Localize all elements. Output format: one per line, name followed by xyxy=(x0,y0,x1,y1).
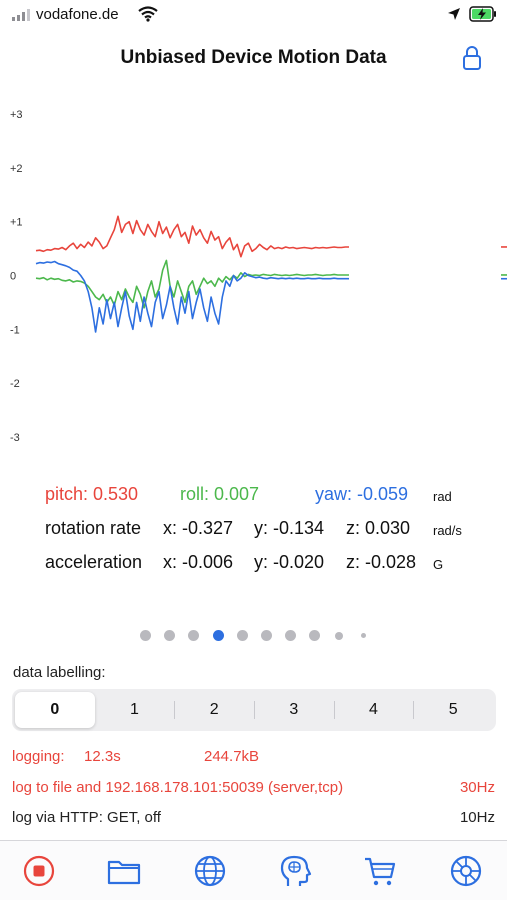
log-http-rate: 10Hz xyxy=(459,809,495,826)
record-stop-icon xyxy=(23,855,55,887)
tab-ml[interactable] xyxy=(277,853,313,889)
page-dot[interactable] xyxy=(164,630,176,641)
motion-line-chart: +3 +2 +1 0 -1 -2 -3 xyxy=(10,109,507,444)
acceleration-z: z: -0.028 xyxy=(346,552,417,572)
folder-icon xyxy=(107,860,141,885)
head-brain-icon xyxy=(280,855,312,886)
y-tick-label: 0 xyxy=(10,271,16,283)
acceleration-label: acceleration xyxy=(45,552,143,572)
tab-store[interactable] xyxy=(362,853,398,889)
rotation-x: x: -0.327 xyxy=(163,518,234,538)
carrier-name: vodafone.de xyxy=(36,6,119,23)
segment-1[interactable]: 1 xyxy=(130,701,139,718)
rotation-unit: rad/s xyxy=(433,523,462,538)
segment-2[interactable]: 2 xyxy=(209,701,219,718)
data-labelling-title: data labelling: xyxy=(13,664,106,681)
page-title: Unbiased Device Motion Data xyxy=(120,47,387,68)
settings-gear-icon xyxy=(450,855,482,887)
tab-web[interactable] xyxy=(192,853,228,889)
tab-settings[interactable] xyxy=(448,853,484,889)
cart-icon xyxy=(365,857,396,886)
page-dot[interactable] xyxy=(285,630,297,641)
series-line-roll xyxy=(35,259,349,309)
y-tick-label: +1 xyxy=(10,217,23,229)
page-dot[interactable] xyxy=(261,630,272,641)
yaw-value: yaw: -0.059 xyxy=(315,484,409,504)
segment-divider xyxy=(254,701,255,719)
y-tick-label: +2 xyxy=(10,163,23,175)
segment-divider xyxy=(174,701,176,719)
log-http-status: log via HTTP: GET, off xyxy=(12,809,161,826)
y-tick-label: +3 xyxy=(10,109,23,121)
page-dot[interactable] xyxy=(236,630,248,641)
rotation-y: y: -0.134 xyxy=(254,518,325,538)
y-tick-label: -2 xyxy=(10,378,20,390)
segment-divider xyxy=(333,701,335,719)
lock-icon[interactable] xyxy=(461,45,483,71)
tab-files[interactable] xyxy=(106,853,142,889)
pitch-value: pitch: 0.530 xyxy=(45,484,139,504)
page-dot-active[interactable] xyxy=(212,630,224,641)
y-tick-label: -1 xyxy=(10,324,20,336)
segment-5[interactable]: 5 xyxy=(448,701,458,718)
battery-charging-icon xyxy=(469,6,496,22)
segment-divider xyxy=(413,701,415,719)
segment-3[interactable]: 3 xyxy=(289,701,299,718)
page-dot[interactable] xyxy=(140,630,151,641)
page-dot[interactable] xyxy=(188,630,200,641)
acceleration-x: x: -0.006 xyxy=(163,552,234,572)
status-bar: vodafone.de xyxy=(0,0,507,34)
log-target-rate: 30Hz xyxy=(459,779,495,796)
acceleration-y: y: -0.020 xyxy=(254,552,325,572)
page-dot[interactable] xyxy=(309,630,321,641)
wifi-icon xyxy=(138,6,158,22)
logging-time-label: logging: xyxy=(12,748,65,765)
segment-4[interactable]: 4 xyxy=(369,701,378,718)
tab-record[interactable] xyxy=(21,853,57,889)
globe-icon xyxy=(194,855,226,887)
page-dot[interactable] xyxy=(360,633,366,638)
y-tick-label: -3 xyxy=(10,432,20,444)
series-line-pitch xyxy=(35,215,349,258)
tab-bar xyxy=(0,840,507,900)
attitude-unit: rad xyxy=(433,489,452,504)
log-target: log to file and 192.168.178.101:50039 (s… xyxy=(12,779,344,796)
data-labelling-segmented-control[interactable]: 0 1 2 3 4 5 xyxy=(12,689,496,731)
cellular-signal-icon xyxy=(12,9,30,21)
page-control[interactable] xyxy=(0,628,507,644)
location-arrow-icon xyxy=(448,8,460,20)
page-dot[interactable] xyxy=(335,631,344,640)
acceleration-unit: G xyxy=(433,557,444,572)
segment-0[interactable]: 0 xyxy=(15,692,95,728)
logging-size: 244.7kB xyxy=(204,748,260,765)
rotation-label: rotation rate xyxy=(45,518,142,538)
logging-time-value: 12.3s xyxy=(84,748,121,765)
series-line-yaw xyxy=(35,260,349,333)
roll-value: roll: 0.007 xyxy=(180,484,260,504)
rotation-z: z: 0.030 xyxy=(346,518,411,538)
